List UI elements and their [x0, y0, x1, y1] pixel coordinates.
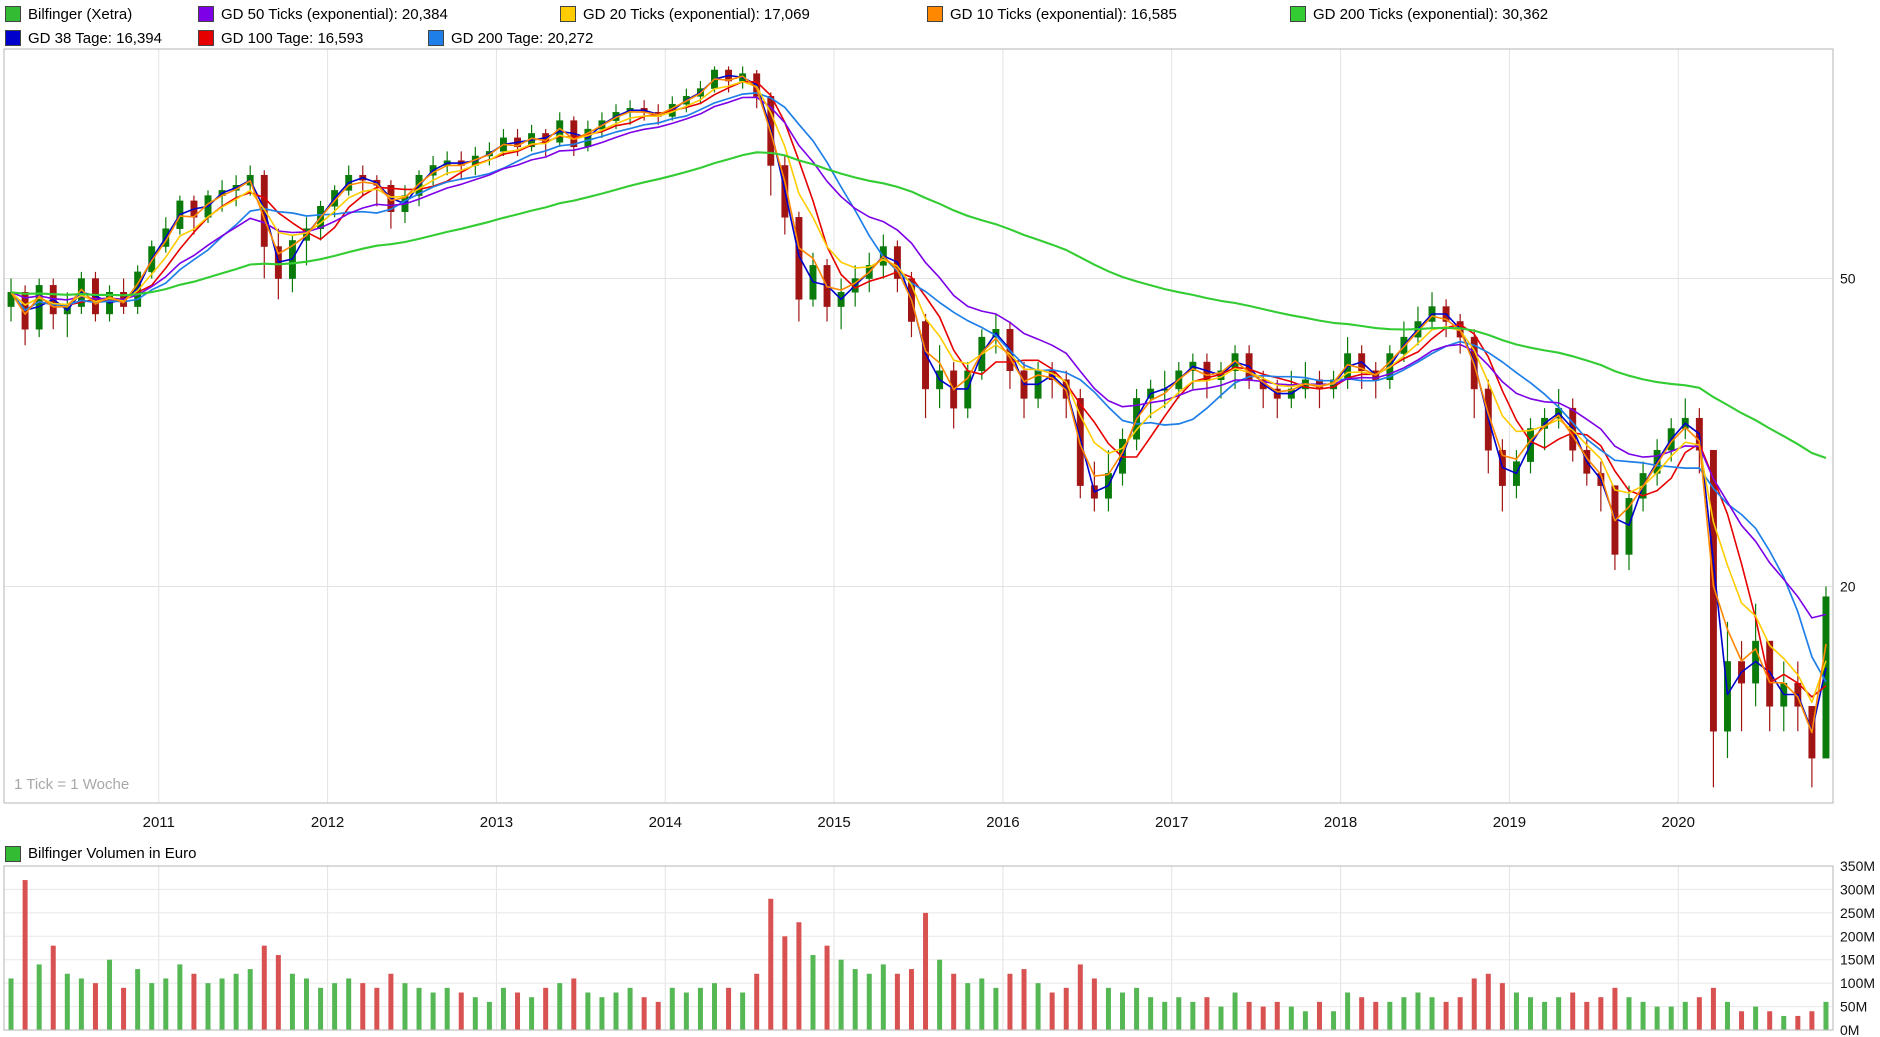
volume-axis-label: 150M: [1840, 952, 1875, 968]
volume-axis-label: 50M: [1840, 999, 1867, 1015]
legend-item-gd200-ticks: GD 200 Ticks (exponential): 30,362: [1290, 4, 1548, 24]
legend-item-gd200-tage: GD 200 Tage: 20,272: [428, 28, 593, 48]
ma-line-gd50ticks: [10, 96, 1827, 619]
price-axis-label: 20: [1840, 578, 1856, 594]
legend-label: GD 200 Tage: 20,272: [451, 29, 594, 47]
candlesticks: [7, 66, 1830, 788]
axis-labels: 2011 2012 2013 2014 2015 2016 2017 2018 2019 2020…: [143, 271, 1875, 1037]
volume-pane-border: [3, 865, 1834, 1031]
legend-label: GD 10 Ticks (exponential): 16,585: [950, 5, 1177, 23]
chart-legend: Bilfinger (Xetra) GD 50 Ticks (exponenti…: [0, 0, 1880, 52]
ma-line-gd200tage: [10, 92, 1827, 683]
price-axis-label: 50: [1840, 271, 1856, 287]
x-axis-year-label: 2013: [480, 814, 513, 831]
legend-item-gd50-ticks: GD 50 Ticks (exponential): 20,384: [198, 4, 448, 24]
volume-axis-label: 300M: [1840, 881, 1875, 897]
x-axis-year-label: 2018: [1324, 814, 1357, 831]
legend-label: GD 38 Tage: 16,394: [28, 29, 162, 47]
x-axis-year-label: 2014: [649, 814, 682, 831]
ma-line-gd200ticks: [10, 151, 1827, 459]
series-swatch-icon: [5, 30, 21, 46]
volume-bars: [8, 880, 1829, 1030]
ma-line-gd20ticks: [10, 80, 1827, 703]
tick-scale-note: 1 Tick = 1 Woche: [14, 776, 130, 793]
volume-legend: Bilfinger Volumen in Euro: [5, 845, 196, 862]
legend-label: GD 100 Tage: 16,593: [221, 29, 364, 47]
legend-item-gd20-ticks: GD 20 Ticks (exponential): 17,069: [560, 4, 810, 24]
legend-item-gd100-tage: GD 100 Tage: 16,593: [198, 28, 363, 48]
legend-label: GD 50 Ticks (exponential): 20,384: [221, 5, 448, 23]
series-swatch-icon: [198, 30, 214, 46]
series-swatch-icon: [1290, 6, 1306, 22]
volume-legend-label: Bilfinger Volumen in Euro: [28, 845, 197, 862]
plot-borders: [3, 48, 1834, 1031]
legend-label: GD 200 Ticks (exponential): 30,362: [1313, 5, 1549, 23]
price-pane-border: [3, 48, 1834, 804]
x-axis-year-label: 2011: [143, 814, 175, 831]
x-axis-year-label: 2019: [1493, 814, 1526, 831]
volume-axis-label: 0M: [1840, 1022, 1859, 1037]
volume-axis-label: 200M: [1840, 928, 1875, 944]
x-axis-year-label: 2017: [1155, 814, 1188, 831]
ma-line-gd10ticks: [10, 75, 1827, 734]
volume-swatch-icon: [5, 845, 21, 862]
volume-axis-label: 250M: [1840, 905, 1875, 921]
series-swatch-icon: [927, 6, 943, 22]
x-axis-year-label: 2012: [311, 814, 344, 831]
ma-line-gd100tage: [10, 81, 1827, 698]
x-axis-year-label: 2016: [986, 814, 1019, 831]
x-axis-year-label: 2015: [817, 814, 850, 831]
ma-lines: [10, 74, 1827, 734]
series-swatch-icon: [560, 6, 576, 22]
series-swatch-icon: [5, 6, 21, 22]
legend-label: GD 20 Ticks (exponential): 17,069: [583, 5, 810, 23]
legend-item-gd38-tage: GD 38 Tage: 16,394: [5, 28, 162, 48]
volume-axis-label: 350M: [1840, 858, 1875, 874]
series-swatch-icon: [198, 6, 214, 22]
series-swatch-icon: [428, 30, 444, 46]
legend-item-bilfinger: Bilfinger (Xetra): [5, 4, 132, 24]
x-axis-year-label: 2020: [1662, 814, 1695, 831]
legend-label: Bilfinger (Xetra): [28, 5, 133, 23]
legend-item-gd10-ticks: GD 10 Ticks (exponential): 16,585: [927, 4, 1177, 24]
gridlines: [4, 49, 1833, 1031]
volume-axis-label: 100M: [1840, 975, 1875, 991]
